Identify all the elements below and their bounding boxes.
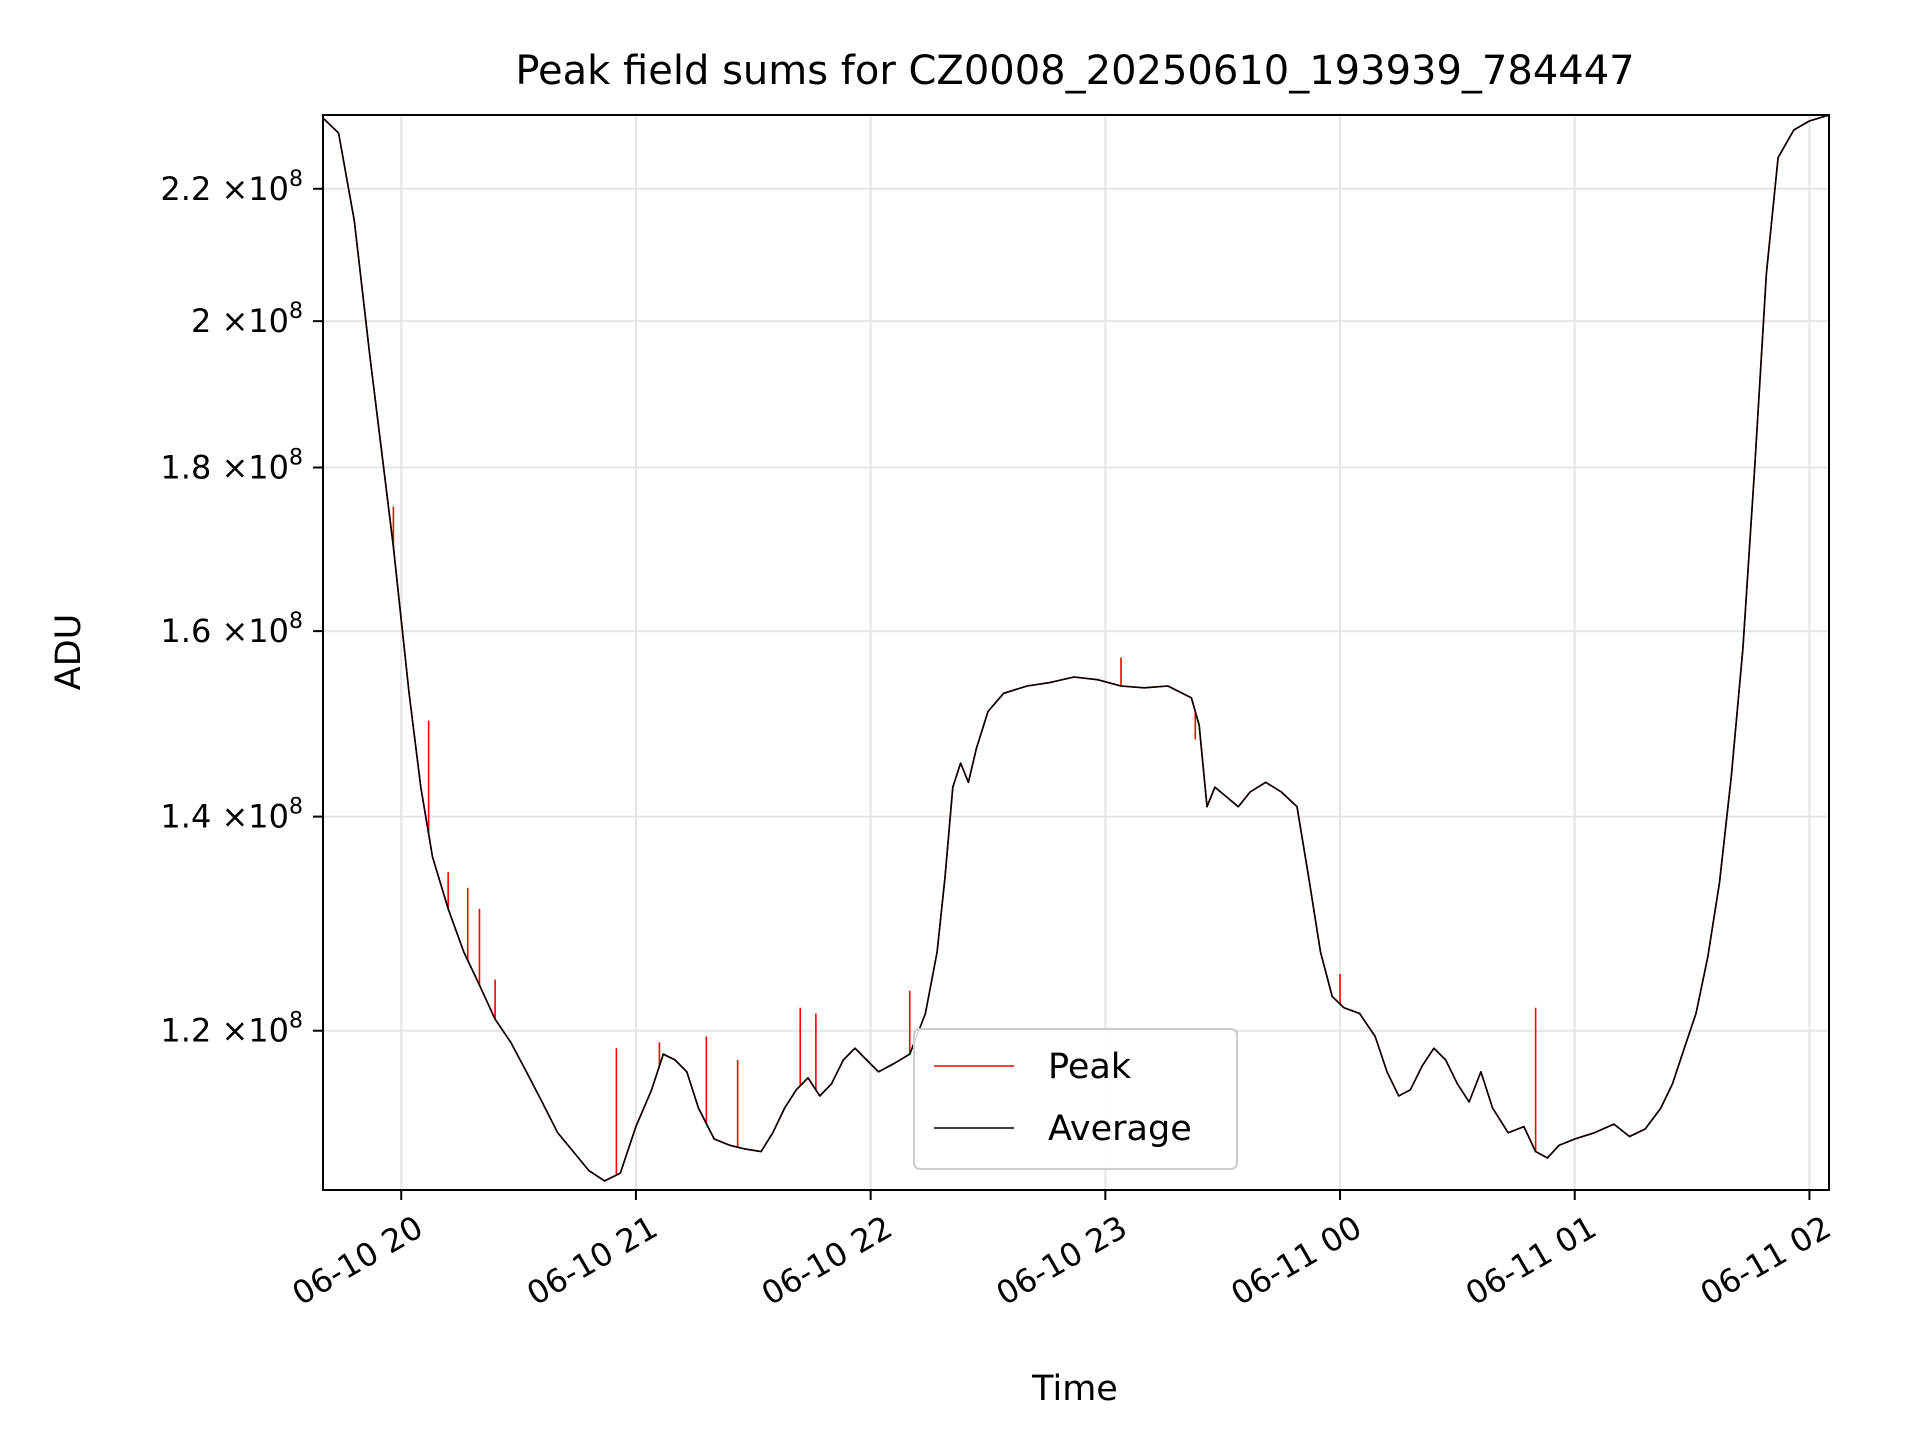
axes-frame [322, 114, 1830, 1191]
legend-label-peak: Peak [1048, 1047, 1132, 1087]
y-tick-label: 1.8 ×108 [160, 446, 303, 487]
y-tick-label: 2.2 ×108 [160, 167, 303, 208]
chart-title: Peak field sums for CZ0008_20250610_1939… [515, 48, 1634, 94]
y-tick-label: 1.6 ×108 [160, 609, 303, 650]
x-axis-label: Time [1031, 1369, 1118, 1409]
y-tick-label: 2 ×108 [191, 299, 303, 340]
plot-area [323, 115, 1829, 1182]
y-tick-label: 1.4 ×108 [160, 795, 303, 836]
gridlines [323, 115, 1829, 1190]
legend-frame [913, 1028, 1238, 1170]
legend-label-average: Average [1048, 1109, 1192, 1149]
y-axis: 1.2 ×108 1.4 ×108 1.6 ×108 1.8 ×108 2 ×108 2.… [160, 167, 323, 1050]
y-axis-label: ADU [49, 614, 89, 691]
series-line-average [323, 115, 1829, 1182]
y-tick-label: 1.2 ×108 [160, 1009, 303, 1050]
legend: Peak Average [913, 1028, 1238, 1170]
